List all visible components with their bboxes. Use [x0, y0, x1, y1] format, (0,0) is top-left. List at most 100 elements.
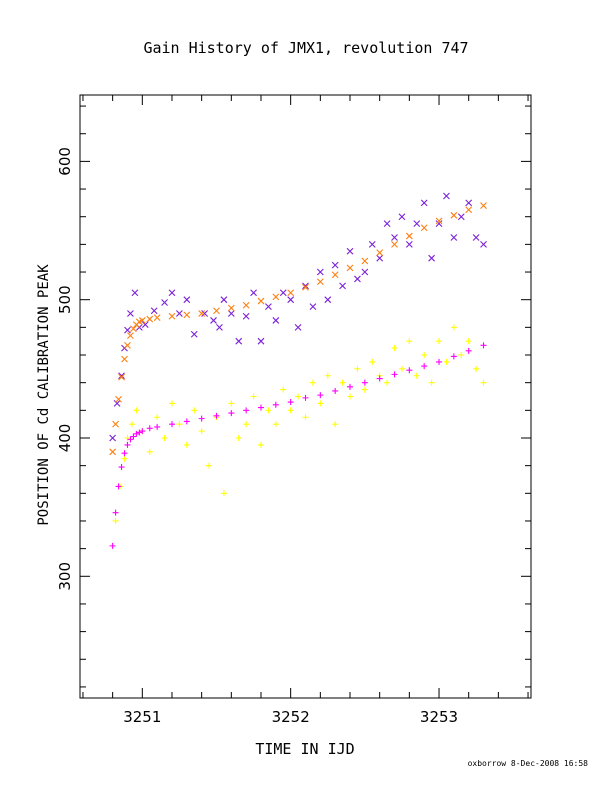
data-point [206, 462, 213, 469]
y-axis-label: POSITION OF Cd CALIBRATION PEAK [36, 264, 52, 526]
data-point [317, 392, 324, 399]
data-point [406, 367, 413, 374]
data-point [136, 429, 143, 436]
data-point [480, 379, 487, 386]
data-point [279, 289, 287, 297]
data-point [272, 317, 280, 324]
data-point [153, 314, 161, 322]
data-point [272, 401, 279, 408]
data-point [287, 407, 294, 414]
y-tick-label: 600 [56, 147, 74, 176]
x-axis: 3251 3252 3253 [82, 95, 529, 726]
data-point [421, 352, 428, 359]
data-point [265, 303, 272, 310]
data-point [124, 341, 131, 349]
data-point [128, 421, 135, 428]
data-point [472, 234, 480, 241]
data-point [112, 420, 119, 428]
data-point [109, 448, 117, 456]
data-point [480, 240, 487, 248]
data-point [317, 400, 324, 407]
data-point [413, 220, 421, 228]
data-point [302, 414, 309, 421]
data-point [398, 365, 405, 372]
plot-frame [79, 94, 532, 699]
data-point [346, 247, 354, 255]
data-point [368, 240, 376, 248]
data-point [121, 455, 128, 462]
data-point [216, 323, 223, 331]
data-point [480, 202, 487, 210]
data-point [294, 323, 302, 331]
data-point [309, 379, 316, 386]
data-point [141, 321, 149, 328]
data-point [183, 441, 190, 448]
data-point [127, 310, 134, 317]
data-point [133, 430, 140, 437]
data-point [287, 399, 294, 406]
data-point [302, 394, 309, 401]
data-point [332, 387, 339, 394]
data-point [127, 436, 134, 443]
data-point [287, 289, 295, 297]
series-1 [109, 202, 487, 456]
data-point [406, 338, 413, 345]
data-point [109, 542, 116, 549]
data-point [133, 407, 140, 414]
data-point [201, 310, 209, 317]
data-point [391, 240, 398, 248]
data-point [124, 326, 131, 334]
data-point [146, 315, 154, 323]
data-point [480, 342, 487, 349]
data-point [213, 307, 220, 315]
data-point [398, 213, 406, 221]
data-point [250, 289, 257, 297]
data-point [242, 312, 250, 320]
data-point [405, 232, 413, 240]
data-point [198, 310, 206, 317]
data-point [257, 441, 264, 448]
y-axis: 300 400 500 600 [56, 105, 531, 688]
data-point [146, 425, 153, 432]
data-point [435, 217, 443, 225]
data-point [420, 224, 428, 232]
series-3 [109, 342, 487, 549]
data-point [450, 353, 457, 360]
data-point [198, 415, 205, 422]
data-point [118, 373, 125, 381]
data-point [124, 434, 131, 441]
data-point [376, 375, 383, 382]
data-point [242, 301, 250, 309]
data-point [265, 407, 272, 414]
data-point [391, 371, 398, 378]
series-2 [112, 324, 487, 524]
data-point [161, 299, 168, 306]
data-point [376, 249, 384, 257]
x-tick-label: 3253 [420, 708, 458, 726]
data-point [361, 268, 369, 276]
data-point [457, 213, 465, 221]
data-point [443, 358, 450, 365]
data-point [112, 517, 119, 524]
data-point [391, 345, 398, 352]
data-point [139, 428, 146, 435]
data-point [361, 386, 368, 393]
data-point [316, 268, 324, 276]
data-point [428, 379, 435, 386]
x-tick-label: 3252 [272, 708, 310, 726]
data-point [183, 311, 191, 319]
data-point [465, 338, 472, 345]
data-point [465, 199, 473, 207]
data-point [339, 379, 346, 386]
data-point [146, 448, 153, 455]
data-point [227, 304, 235, 312]
data-point [227, 310, 235, 317]
data-point [257, 297, 265, 305]
data-point [316, 278, 324, 286]
data-point [183, 418, 190, 425]
data-point [473, 365, 480, 372]
data-point [465, 206, 473, 214]
data-point [436, 338, 443, 345]
data-point [420, 199, 428, 207]
data-point [243, 421, 250, 428]
